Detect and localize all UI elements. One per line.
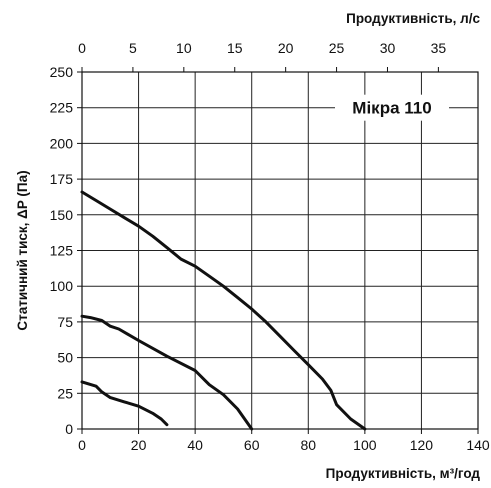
y-tick-label: 150	[50, 207, 74, 223]
x2-tick-label: 0	[78, 40, 86, 56]
y-tick-label: 50	[57, 350, 73, 366]
y-tick-label: 100	[50, 278, 74, 294]
performance-curve-3	[80, 380, 169, 427]
y-tick-label: 200	[50, 135, 74, 151]
x2-tick-label: 30	[380, 40, 396, 56]
x-tick-label: 0	[78, 437, 86, 453]
top-axis-title: Продуктивність, л/с	[346, 11, 480, 26]
y-tick-label: 225	[50, 100, 74, 116]
performance-curve-2	[80, 314, 254, 431]
x2-tick-label: 25	[329, 40, 345, 56]
x-tick-label: 40	[187, 437, 203, 453]
x2-tick-label: 10	[176, 40, 192, 56]
x2-tick-label: 20	[278, 40, 294, 56]
x2-tick-label: 15	[227, 40, 243, 56]
model-badge: Мікра 110	[335, 94, 449, 121]
model-badge-background	[335, 94, 449, 121]
top-axis-ticks: 0 5 10 15 20 25 30 35	[78, 40, 446, 72]
performance-curve-1	[80, 190, 367, 431]
y-tick-label: 75	[57, 314, 73, 330]
y-tick-label: 125	[50, 243, 74, 259]
y-tick-label: 250	[50, 64, 74, 80]
y-tick-label: 175	[50, 171, 74, 187]
x2-tick-label: 5	[129, 40, 137, 56]
x2-tick-label: 35	[431, 40, 447, 56]
grid	[82, 72, 478, 429]
x-tick-label: 20	[131, 437, 147, 453]
bottom-axis-ticks: 0 20 40 60 80 100 120 140	[78, 429, 490, 453]
x-tick-label: 80	[300, 437, 316, 453]
series-layer	[80, 190, 367, 431]
y-tick-label: 0	[65, 421, 73, 437]
left-axis-ticks: 0 25 50 75 100 125 150 175 200 225 250	[50, 64, 82, 437]
x-tick-label: 60	[244, 437, 260, 453]
x-tick-label: 120	[410, 437, 434, 453]
y-tick-label: 25	[57, 385, 73, 401]
bottom-axis-title: Продуктивність, м³/год	[326, 466, 481, 481]
left-axis-title: Статичний тиск, ΔP (Па)	[15, 170, 30, 330]
x-tick-label: 140	[466, 437, 490, 453]
x-tick-label: 100	[353, 437, 377, 453]
chart-title: Мікра 110	[352, 99, 431, 118]
